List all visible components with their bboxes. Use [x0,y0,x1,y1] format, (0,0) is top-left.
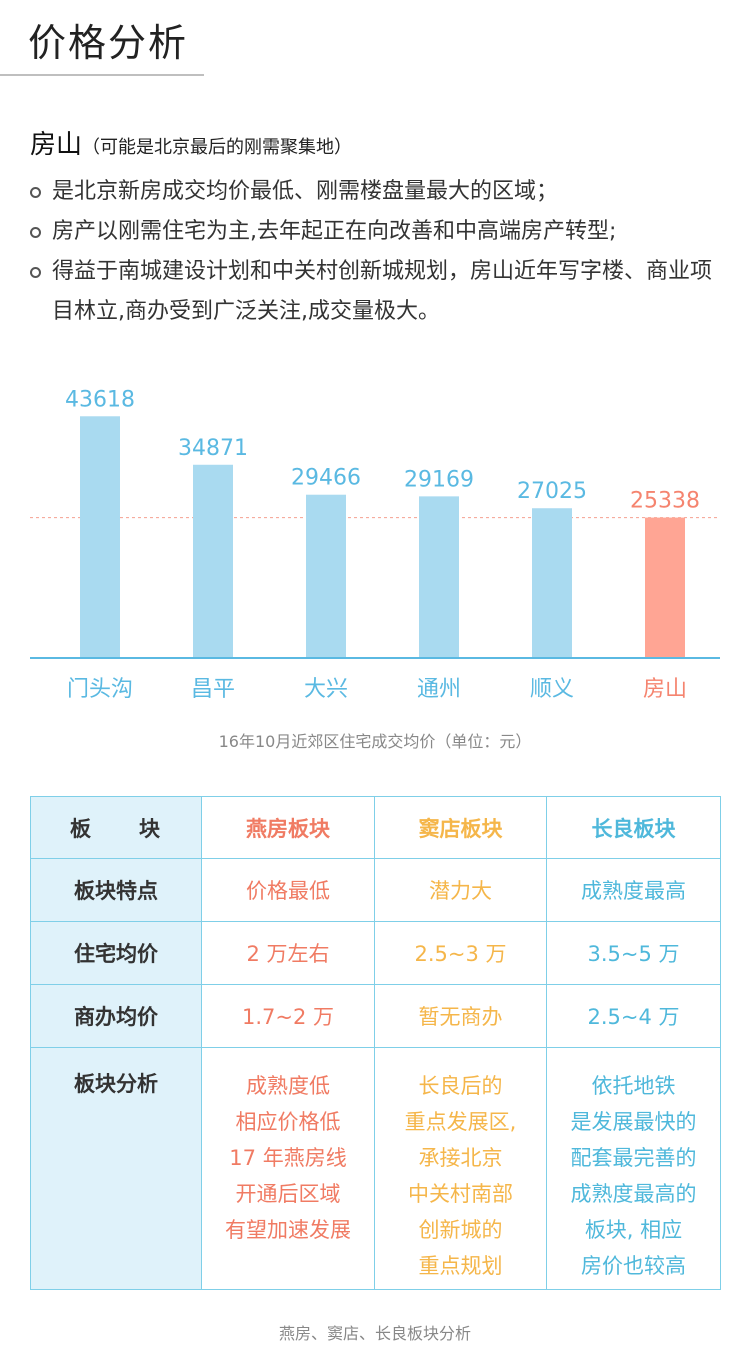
table-caption: 燕房、窦店、长良板块分析 [278,1324,471,1343]
table-row: 板块分析 成熟度低 相应价格低 17 年燕房线 开通后区域 有望加速发展 长良后… [30,1047,721,1290]
bar-value-label: 43618 [65,387,135,412]
category-label: 房山 [643,677,687,702]
analysis-line: 中关村南部 [408,1182,513,1206]
analysis-line: 创新城的 [418,1218,503,1242]
analysis-line: 成熟度最高的 [570,1182,697,1206]
column-header-changliang: 长良板块 [546,796,721,859]
analysis-line: 重点发展区, [404,1110,517,1134]
table-cell: 2.5~3 万 [374,921,547,985]
table-header-row: 板 块 燕房板块 窦店板块 长良板块 [30,796,721,859]
column-header-doudian: 窦店板块 [374,796,547,859]
bullet-list: 是北京新房成交均价最低、刚需楼盘量最大的区域； 房产以刚需住宅为主,去年起正在向… [30,172,730,332]
bar-5 [645,517,685,658]
table-row: 板块特点 价格最低 潜力大 成熟度最高 [30,858,721,922]
row-label: 商办均价 [30,984,202,1048]
bar-4 [532,508,572,658]
bar-3 [419,496,459,658]
chart-caption: 16年10月近郊区住宅成交均价（单位：元） [218,732,532,751]
title-divider [0,74,204,76]
analysis-line: 重点规划 [418,1254,503,1278]
analysis-line: 长良后的 [418,1074,503,1098]
bar-1 [193,464,233,658]
analysis-line: 承接北京 [418,1146,503,1170]
bar-value-label: 27025 [517,479,587,504]
analysis-line: 相应价格低 [235,1110,341,1134]
column-header-yanfang: 燕房板块 [201,796,375,859]
analysis-line: 有望加速发展 [225,1218,351,1242]
row-label: 板块分析 [30,1047,202,1290]
bar-value-label: 29466 [291,466,361,491]
row-label: 住宅均价 [30,921,202,985]
bar-value-label: 25338 [630,489,700,514]
category-label: 门头沟 [67,677,133,702]
table-cell: 价格最低 [201,858,375,922]
analysis-line: 开通后区域 [235,1182,341,1206]
table-row: 商办均价 1.7~2 万 暂无商办 2.5~4 万 [30,984,721,1048]
analysis-cell-yanfang: 成熟度低 相应价格低 17 年燕房线 开通后区域 有望加速发展 [201,1047,375,1290]
category-label: 昌平 [191,677,235,702]
table-cell: 1.7~2 万 [201,984,375,1048]
table-cell: 潜力大 [374,858,547,922]
table-cell: 3.5~5 万 [546,921,721,985]
table-cell: 2.5~4 万 [546,984,721,1048]
analysis-line: 配套最完善的 [570,1146,697,1170]
bar-0 [80,416,120,658]
analysis-line: 是发展最快的 [570,1110,697,1134]
analysis-line: 板块, 相应 [584,1218,683,1242]
section-heading-sub: （可能是北京最后的刚需聚集地） [82,137,353,158]
section-heading-main: 房山 [30,130,83,160]
category-label: 通州 [417,677,461,702]
district-table: 板 块 燕房板块 窦店板块 长良板块 板块特点 价格最低 潜力大 成熟度最高 住… [30,796,721,1290]
bullet-item: 房产以刚需住宅为主,去年起正在向改善和中高端房产转型; [30,212,730,252]
table-cell: 2 万左右 [201,921,375,985]
table-header-label: 板 块 [30,796,202,859]
analysis-line: 17 年燕房线 [229,1146,347,1170]
analysis-cell-doudian: 长良后的 重点发展区, 承接北京 中关村南部 创新城的 重点规划 [374,1047,547,1290]
table-cell: 暂无商办 [374,984,547,1048]
page-title: 价格分析 [28,21,189,65]
analysis-line: 成熟度低 [246,1074,330,1098]
analysis-line: 依托地铁 [591,1074,676,1098]
table-cell: 成熟度最高 [546,858,721,922]
bullet-item: 得益于南城建设计划和中关村创新城规划，房山近年写字楼、商业项目林立,商办受到广泛… [30,252,730,332]
bar-value-label: 34871 [178,436,248,461]
analysis-cell-changliang: 依托地铁 是发展最快的 配套最完善的 成熟度最高的 板块, 相应 房价也较高 [546,1047,721,1290]
analysis-line: 房价也较高 [581,1254,686,1278]
bar-value-label: 29169 [404,467,474,492]
category-label: 大兴 [304,677,348,702]
category-label: 顺义 [530,677,574,702]
section-heading: 房山（可能是北京最后的刚需聚集地） [30,124,352,161]
row-label: 板块特点 [30,858,202,922]
bullet-item: 是北京新房成交均价最低、刚需楼盘量最大的区域； [30,172,730,212]
table-row: 住宅均价 2 万左右 2.5~3 万 3.5~5 万 [30,921,721,985]
price-bar-chart: 43618 门头沟 34871 昌平 29466 大兴 29169 通州 27025 顺义 2533… [30,387,720,702]
bar-2 [306,494,346,658]
